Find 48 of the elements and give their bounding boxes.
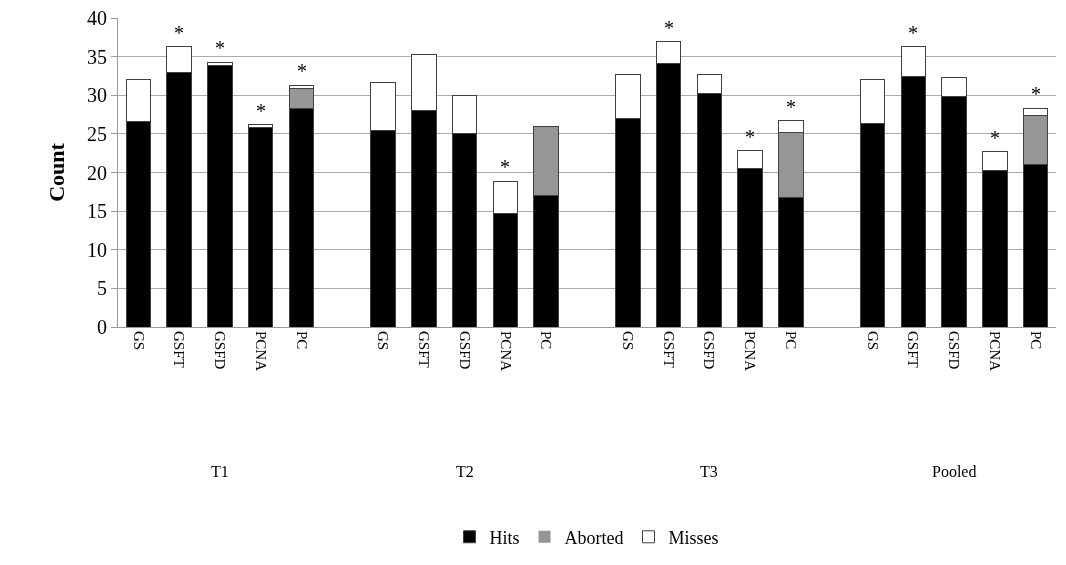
- y-tick-label: 40: [87, 7, 107, 29]
- x-tick-label: PCNA: [742, 331, 759, 372]
- data-label: *: [297, 60, 307, 82]
- x-tick-label: GSFD: [701, 331, 718, 370]
- y-tick-label: 10: [87, 238, 107, 261]
- text: T3: [700, 463, 718, 480]
- x-tick-label: GS: [619, 331, 636, 351]
- text: T1: [211, 463, 229, 480]
- y-tick-label: 30: [87, 84, 107, 107]
- x-tick-label: GSFT: [415, 331, 432, 368]
- x-tick-label: GSFD: [212, 331, 229, 370]
- y-tick-label: 15: [87, 200, 107, 223]
- data-label: *: [215, 37, 225, 59]
- y-tick-label: 25: [87, 122, 107, 145]
- x-tick-label: PC: [293, 331, 310, 350]
- legend-label: Misses: [668, 527, 719, 548]
- data-label: *: [990, 127, 1000, 149]
- x-tick-label: GSFT: [660, 331, 677, 368]
- text: T2: [456, 463, 474, 480]
- x-tick-label: GSFT: [905, 331, 922, 368]
- y-tick-label: 35: [87, 45, 107, 68]
- data-label: *: [745, 126, 755, 148]
- data-label: *: [256, 100, 266, 122]
- x-tick-label: GS: [375, 331, 392, 351]
- data-label: *: [1031, 83, 1041, 105]
- x-tick-label: GS: [864, 331, 881, 351]
- data-label: *: [500, 156, 510, 178]
- y-axis-title: Count: [44, 142, 69, 202]
- y-tick-label: 5: [97, 277, 107, 300]
- x-tick-label: PC: [1027, 331, 1044, 350]
- x-tick-label: PCNA: [986, 331, 1003, 372]
- y-tick-label: 20: [87, 161, 107, 184]
- x-tick-label: PCNA: [497, 331, 514, 372]
- y-tick-label: 0: [97, 316, 107, 338]
- legend-label: Aborted: [564, 527, 624, 548]
- data-label: *: [908, 22, 918, 44]
- x-tick-label: GSFD: [456, 331, 473, 370]
- text: Pooled: [932, 463, 977, 480]
- x-tick-label: PC: [783, 331, 800, 350]
- data-label: *: [786, 96, 796, 118]
- x-tick-label: GSFT: [171, 331, 188, 368]
- data-label: *: [664, 17, 674, 39]
- x-tick-label: GS: [130, 331, 147, 351]
- x-tick-label: PCNA: [252, 331, 269, 372]
- data-label: *: [174, 22, 184, 44]
- legend-label: Hits: [489, 527, 520, 548]
- x-tick-label: PC: [538, 331, 555, 350]
- x-tick-label: GSFD: [946, 331, 963, 370]
